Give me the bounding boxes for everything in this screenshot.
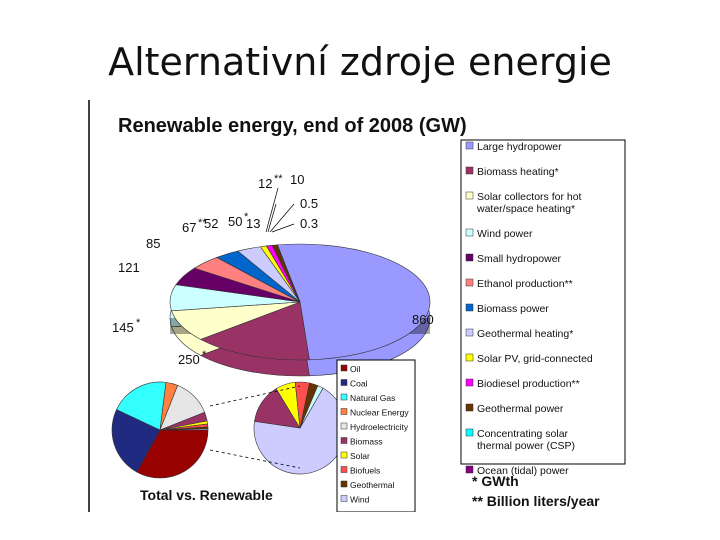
legend-label-7: Geothermal heating* bbox=[477, 328, 573, 340]
legend-swatch-11 bbox=[465, 428, 474, 437]
total-slice-1 bbox=[111, 409, 161, 473]
legend-label-10: Geothermal power bbox=[477, 403, 564, 415]
footnote-billion-liters: ** Billion liters/year bbox=[472, 493, 600, 509]
legend-label-3: Wind power bbox=[477, 228, 533, 240]
total-legend-swatch-6 bbox=[340, 451, 348, 459]
renewable-value-mark-2: * bbox=[136, 317, 141, 329]
total-legend-label-6: Solar bbox=[350, 451, 370, 461]
renewable-value-label-8: 13 bbox=[246, 216, 260, 231]
legend-label-0: Large hydropower bbox=[477, 141, 562, 153]
legend-swatch-3 bbox=[465, 228, 474, 237]
total-chart-title: Total vs. Renewable bbox=[140, 487, 273, 503]
legend-label-4: Small hydropower bbox=[477, 253, 562, 265]
legend-swatch-0 bbox=[465, 141, 474, 150]
renewable-value-mark-9: ** bbox=[274, 173, 283, 185]
total-legend-label-5: Biomass bbox=[350, 437, 383, 447]
chart-svg: Renewable energy, end of 2008 (GW) 860 25… bbox=[88, 96, 642, 512]
legend-swatch-1 bbox=[465, 166, 474, 175]
renewable-legend: Large hydropower Biomass heating* Solar co… bbox=[460, 139, 626, 477]
renewable-value-label-0: 860 bbox=[412, 312, 434, 327]
legend-swatch-6 bbox=[465, 303, 474, 312]
leader-line-1 bbox=[267, 203, 277, 233]
legend-label-9: Biodiesel production** bbox=[477, 378, 580, 390]
legend-swatch-12 bbox=[465, 465, 474, 474]
renewable-value-label-12: 0.3 bbox=[300, 216, 318, 231]
legend-swatch-2 bbox=[465, 191, 474, 200]
legend-label-11: Concentrating solar thermal power (CSP) bbox=[477, 428, 575, 452]
chart-figure: Renewable energy, end of 2008 (GW) 860 25… bbox=[88, 96, 642, 512]
total-legend-swatch-3 bbox=[340, 408, 348, 415]
renewable-value-label-2: 145 bbox=[112, 320, 134, 335]
renewable-value-mark-5: ** bbox=[198, 217, 207, 229]
total-legend-swatch-0 bbox=[340, 364, 348, 372]
total-legend-swatch-7 bbox=[340, 466, 348, 473]
total-legend-label-9: Wind bbox=[350, 495, 370, 505]
total-legend-swatch-9 bbox=[340, 495, 348, 502]
legend-label-2: Solar collectors for hot water/space heat… bbox=[476, 191, 582, 215]
total-legend-swatch-8 bbox=[340, 480, 348, 488]
legend-swatch-4 bbox=[465, 253, 474, 262]
total-legend: Oil Coal Natural Gas Nuclear Energy Hydroele… bbox=[336, 359, 416, 512]
legend-swatch-7 bbox=[465, 328, 474, 337]
total-legend-label-7: Biofuels bbox=[350, 466, 380, 476]
total-slice-2 bbox=[116, 381, 167, 431]
renewable-value-label-1: 250 bbox=[178, 352, 200, 367]
total-legend-label-0: Oil bbox=[350, 364, 361, 374]
total-legend-swatch-2 bbox=[340, 393, 348, 401]
renewable-value-label-11: 0.5 bbox=[300, 196, 318, 211]
renewable-value-label-4: 85 bbox=[146, 236, 160, 251]
renewable-value-label-3: 121 bbox=[118, 260, 140, 275]
renewable-slice-1 bbox=[199, 301, 310, 361]
main-chart-title: Renewable energy, end of 2008 (GW) bbox=[118, 115, 467, 137]
renewable-share-slice-5 bbox=[299, 385, 324, 429]
legend-label-6: Biomass power bbox=[477, 303, 549, 315]
renewable-slice-12 bbox=[276, 244, 301, 303]
legend-swatch-5 bbox=[465, 278, 474, 287]
total-slice-9 bbox=[159, 428, 209, 431]
total-legend-label-4: Hydroelectricity bbox=[350, 422, 409, 432]
total-slice-0 bbox=[136, 429, 209, 479]
total-legend-swatch-1 bbox=[340, 379, 348, 386]
leader-line-2 bbox=[269, 203, 295, 233]
leader-line-0 bbox=[265, 187, 279, 233]
footnote-gwth: * GWth bbox=[472, 473, 519, 489]
renewable-value-label-5: 67 bbox=[182, 220, 196, 235]
total-pie bbox=[111, 381, 209, 479]
renewable-value-mark-7: * bbox=[244, 211, 249, 223]
total-legend-label-2: Natural Gas bbox=[350, 393, 395, 403]
renewable-value-label-9: 12 bbox=[258, 176, 272, 191]
renewable-pie bbox=[169, 243, 431, 377]
renewable-value-label-7: 50 bbox=[228, 214, 242, 229]
renewable-value-label-6: 52 bbox=[204, 216, 218, 231]
renewable-value-label-10: 10 bbox=[290, 172, 304, 187]
total-legend-swatch-5 bbox=[340, 437, 348, 444]
legend-label-12: Ocean (tidal) power bbox=[477, 465, 569, 477]
renewable-share-pie bbox=[253, 381, 347, 475]
renewable-slice-0 bbox=[276, 243, 431, 361]
legend-swatch-10 bbox=[465, 403, 474, 412]
legend-label-1: Biomass heating* bbox=[477, 166, 559, 178]
total-legend-swatch-4 bbox=[340, 422, 348, 430]
legend-label-5: Ethanol production** bbox=[477, 278, 573, 290]
total-legend-label-3: Nuclear Energy bbox=[350, 408, 409, 418]
renewable-value-mark-1: * bbox=[202, 349, 207, 361]
legend-swatch-9 bbox=[465, 378, 474, 387]
total-legend-label-1: Coal bbox=[350, 379, 368, 389]
legend-label-8: Solar PV, grid-connected bbox=[477, 353, 593, 365]
legend-swatch-8 bbox=[465, 353, 474, 362]
total-legend-label-8: Geothermal bbox=[350, 480, 395, 490]
leader-line-3 bbox=[271, 223, 295, 233]
slide-title: Alternativní zdroje energie bbox=[108, 40, 612, 84]
